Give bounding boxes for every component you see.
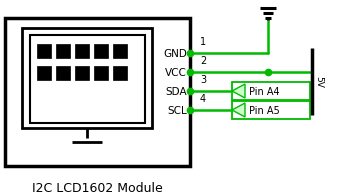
Text: GND: GND xyxy=(163,49,187,59)
Text: 2: 2 xyxy=(200,56,206,66)
Text: 1: 1 xyxy=(200,37,206,47)
Bar xyxy=(75,44,89,58)
Bar xyxy=(94,66,108,80)
Polygon shape xyxy=(232,84,245,98)
Bar xyxy=(37,44,51,58)
Text: Pin A4: Pin A4 xyxy=(249,86,280,96)
Bar xyxy=(94,44,108,58)
Bar xyxy=(232,101,310,119)
Bar xyxy=(22,28,152,128)
Bar xyxy=(5,18,190,166)
Bar xyxy=(232,82,310,100)
Text: SDA: SDA xyxy=(165,87,187,97)
Text: 4: 4 xyxy=(200,94,206,104)
Bar xyxy=(113,44,127,58)
Text: Pin A5: Pin A5 xyxy=(249,105,280,115)
Text: 3: 3 xyxy=(200,75,206,85)
Text: SCL: SCL xyxy=(167,106,187,116)
Text: I2C LCD1602 Module: I2C LCD1602 Module xyxy=(32,181,163,194)
Polygon shape xyxy=(232,103,245,117)
Bar xyxy=(30,35,145,123)
Bar xyxy=(56,44,70,58)
Text: 5V: 5V xyxy=(314,76,324,87)
Bar xyxy=(56,66,70,80)
Bar xyxy=(113,66,127,80)
Text: VCC: VCC xyxy=(165,68,187,78)
Bar xyxy=(37,66,51,80)
Bar xyxy=(75,66,89,80)
